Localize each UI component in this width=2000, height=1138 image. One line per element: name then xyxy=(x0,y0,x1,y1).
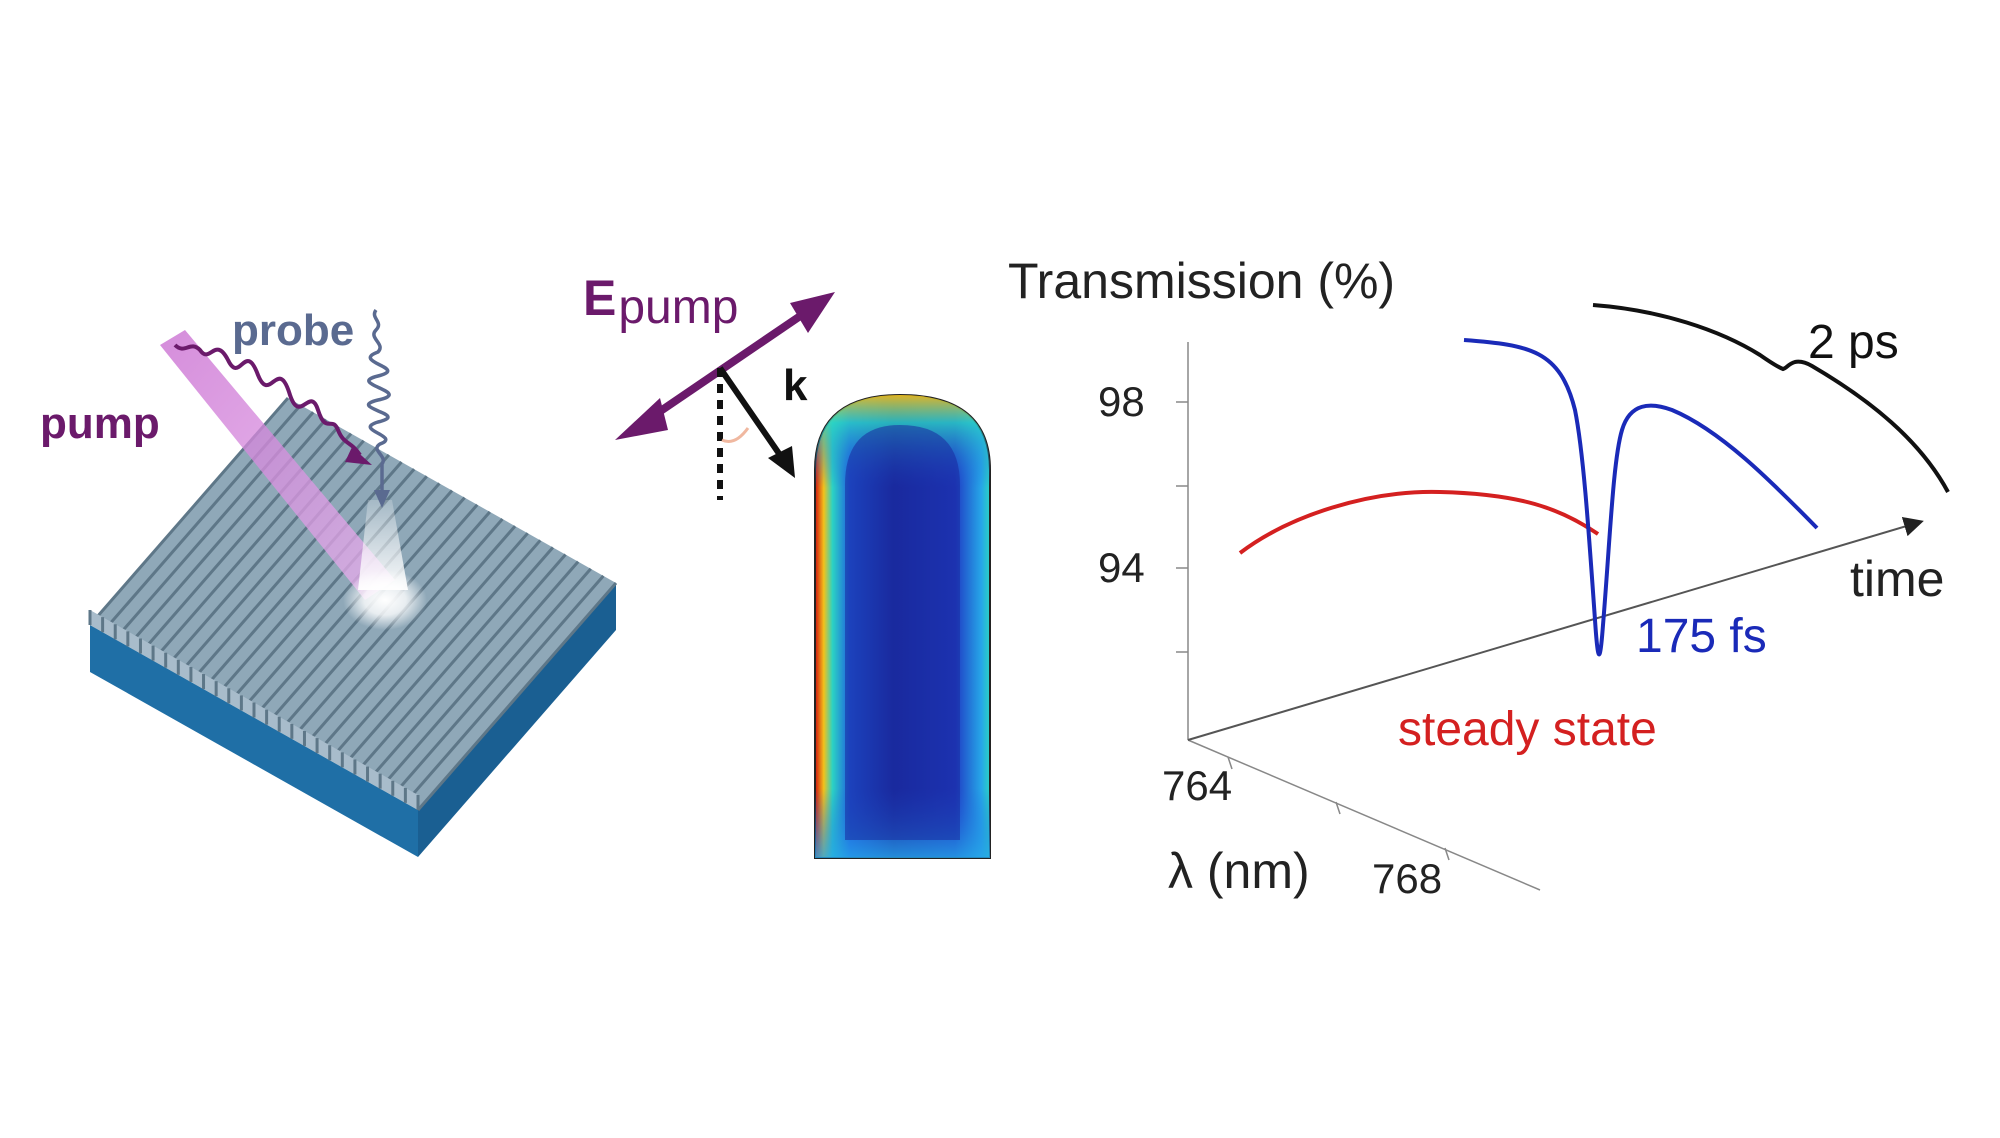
pump-polarization-arrow-head-right xyxy=(790,292,835,333)
grating-front-teeth xyxy=(88,610,420,810)
light-spot xyxy=(343,570,427,630)
e-pump-label: Epump xyxy=(583,270,738,334)
series-steady-state-curve xyxy=(1238,489,1600,555)
y-tick-label-98: 98 xyxy=(1098,378,1145,425)
grating-sample-illustration: pump probe xyxy=(40,306,618,857)
field-distribution-illustration: Epump k xyxy=(583,270,991,859)
x-axis-label: λ (nm) xyxy=(1168,843,1310,899)
x-tick-label-768: 768 xyxy=(1372,855,1442,902)
pump-polarization-arrow xyxy=(637,304,815,429)
substrate-side-face xyxy=(418,583,616,857)
grating-ridge xyxy=(139,425,340,655)
grating-ridge xyxy=(366,553,567,783)
probe-beam xyxy=(358,500,408,590)
probe-label: probe xyxy=(232,306,354,355)
time-axis xyxy=(1187,516,1924,741)
x-tick-mark xyxy=(1227,756,1233,770)
grating-ridge xyxy=(177,446,378,676)
grating-ridge xyxy=(240,482,441,712)
x-axis xyxy=(1187,739,1541,891)
grating-ridge xyxy=(189,453,391,683)
grating-ridge xyxy=(315,525,517,755)
series-2-ps-curve xyxy=(1592,303,1950,493)
substrate-front-face xyxy=(90,625,418,857)
time-axis-label: time xyxy=(1850,551,1944,607)
y-tick-label-94: 94 xyxy=(1098,544,1145,591)
k-vector-arrow xyxy=(717,366,783,457)
pump-arrow-head xyxy=(345,447,372,465)
grating-ridge xyxy=(353,546,555,776)
probe-arrow-head xyxy=(374,490,390,508)
grating-ridge xyxy=(341,539,542,769)
k-vector-arrow-head xyxy=(768,446,795,478)
series-label-175-fs: 175 fs xyxy=(1636,610,1767,663)
grating-ridge xyxy=(416,582,618,811)
y-axis-label: Transmission (%) xyxy=(1008,253,1395,309)
x-tick-mark xyxy=(1444,847,1450,861)
grating-ridge xyxy=(164,439,365,669)
x-tick-mark xyxy=(1335,801,1341,815)
grating-ridge xyxy=(328,532,529,762)
field-map-inner-core xyxy=(845,425,960,840)
series-175-fs-curve xyxy=(1463,338,1819,657)
pump-wave-packet xyxy=(173,343,362,457)
pump-label: pump xyxy=(40,399,160,448)
grating-ridge xyxy=(391,567,592,797)
x-tick-label-764: 764 xyxy=(1162,762,1232,809)
k-label: k xyxy=(783,361,808,410)
grating-ridge xyxy=(379,560,580,790)
series-label-2-ps: 2 ps xyxy=(1808,316,1899,369)
grating-ridge xyxy=(404,574,605,804)
grating-ridge xyxy=(126,418,327,648)
incident-angle-arc xyxy=(721,427,750,443)
grating-ridge xyxy=(303,517,504,747)
grating-ridge xyxy=(202,461,403,691)
series-label-steady-state: steady state xyxy=(1398,703,1657,756)
probe-wave-packet xyxy=(367,308,391,492)
transmission-chart: 98 94 764 768 Transmission (%) λ (nm) ti… xyxy=(1008,253,1950,902)
pump-beam xyxy=(160,330,395,600)
grating-ridge xyxy=(151,432,353,662)
pump-polarization-arrow-head-left xyxy=(615,398,668,440)
